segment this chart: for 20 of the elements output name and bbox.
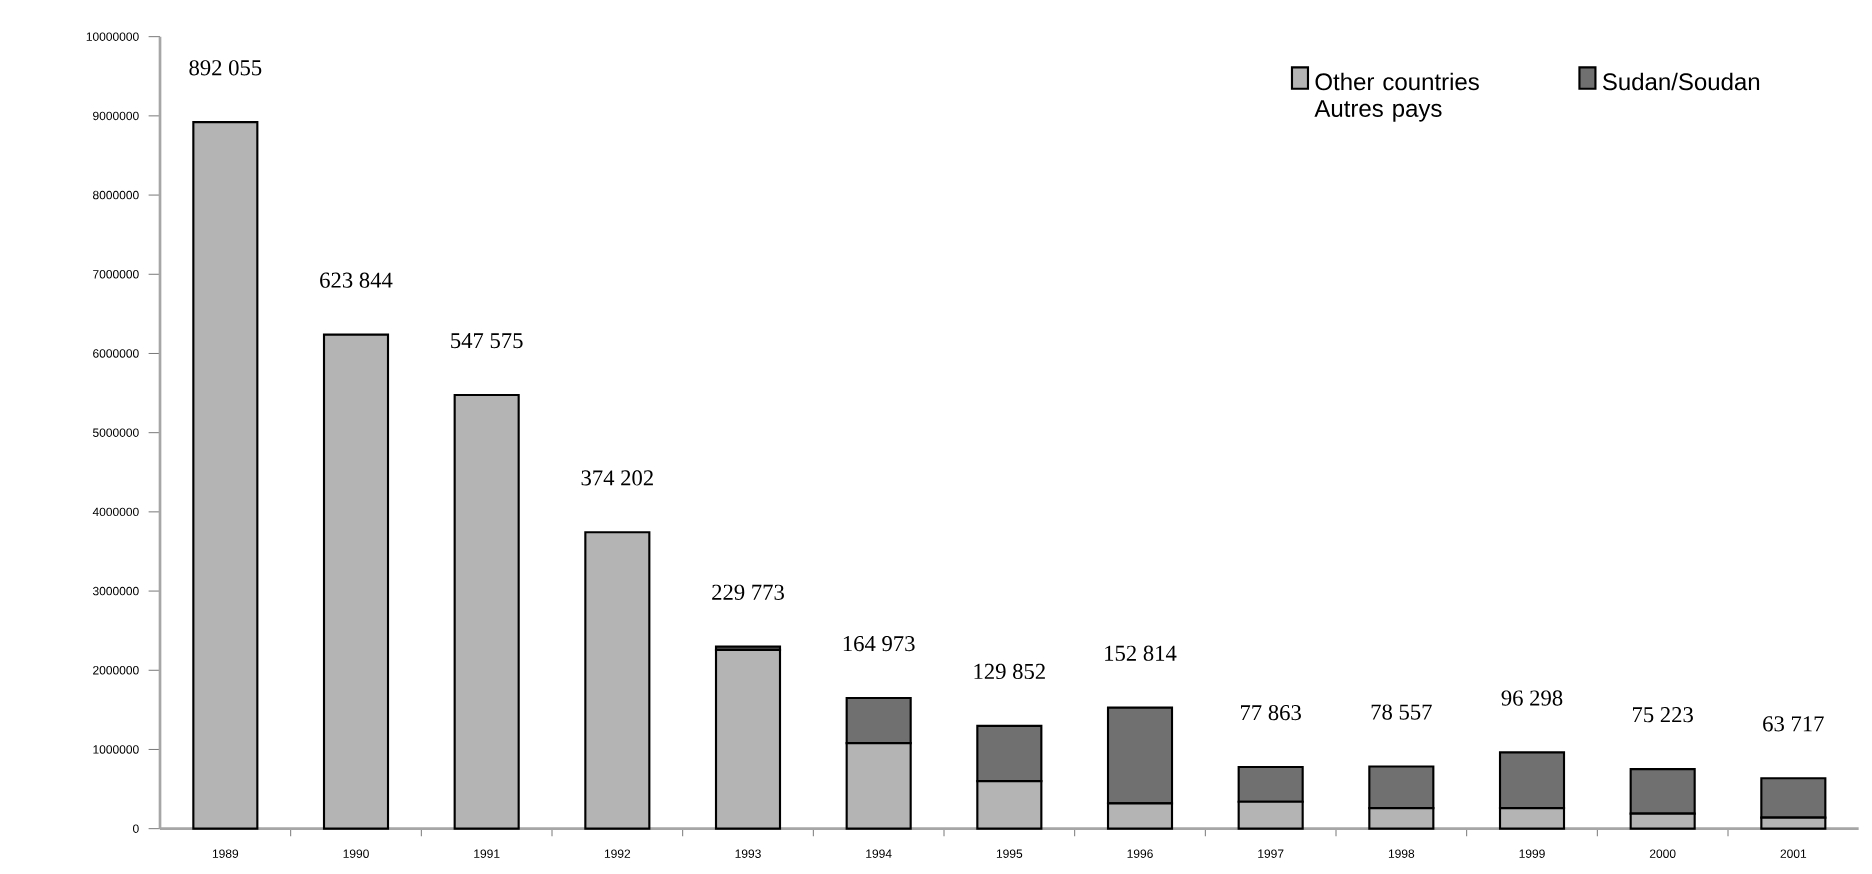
annotation: 78 557 bbox=[1371, 704, 1432, 720]
annotation: 96 298 bbox=[1501, 690, 1563, 706]
annotation: 77 863 bbox=[1241, 704, 1301, 721]
annotation: 374 202 bbox=[581, 470, 653, 486]
annotation: 547 575 bbox=[451, 333, 523, 349]
annotation: 623 844 bbox=[320, 272, 393, 288]
legend-label: Other countries Autres pays bbox=[1314, 72, 1479, 122]
annotation: 892 055 bbox=[189, 60, 262, 76]
bar bbox=[192, 121, 259, 830]
annotation: 63 717 bbox=[1763, 716, 1824, 732]
annotation: 152 814 bbox=[1105, 645, 1177, 661]
bar bbox=[453, 393, 520, 830]
annotation: 75 223 bbox=[1633, 707, 1693, 723]
annotation: 129 852 bbox=[974, 663, 1045, 680]
legend-label: Sudan/Soudan bbox=[1602, 72, 1760, 91]
bar bbox=[714, 648, 782, 830]
annotation: 164 973 bbox=[843, 636, 915, 652]
bar bbox=[322, 333, 390, 830]
annotation: 229 773 bbox=[712, 584, 784, 600]
bar bbox=[584, 531, 651, 830]
